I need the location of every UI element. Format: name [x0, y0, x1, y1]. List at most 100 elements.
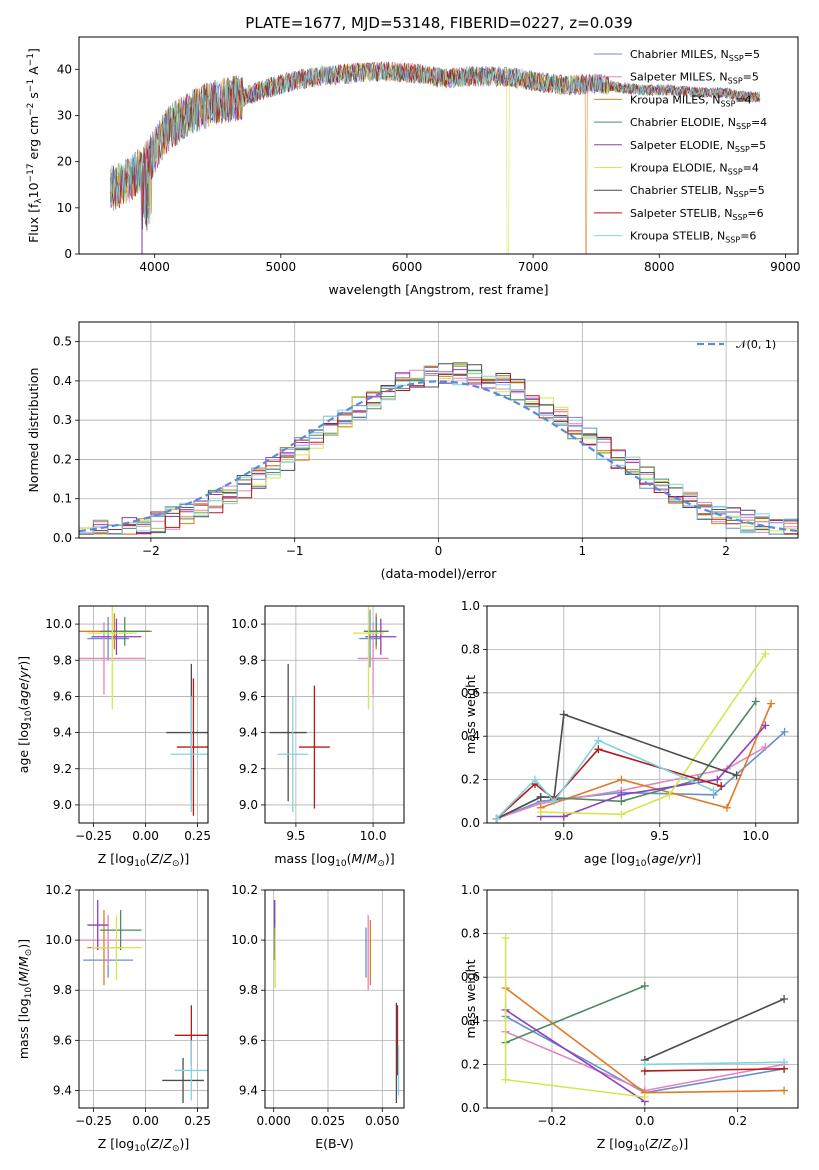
panel-age-weight: 9.0 9.5 10.0 0.0 0.2 0.4 0.6 0.8 1.0 age [log10(a…	[461, 599, 799, 869]
x-axis-label: E(B-V)	[315, 1136, 354, 1151]
y-tick-label: 0.4	[461, 729, 480, 743]
x-tick-label: 0.2	[728, 1114, 747, 1128]
y-tick-label: 0.5	[53, 335, 72, 349]
y-axis-label: mass weight	[463, 675, 478, 754]
weight-marker	[617, 810, 626, 819]
x-axis-label: Z [log10(Z/Z⊙)]	[98, 851, 190, 869]
y-tick-label: 9.0	[239, 798, 258, 812]
panel-mass-age: 9.5 10.0 9.0 9.2 9.4 9.6 9.8 10.0 mass [log10(M/…	[231, 605, 405, 869]
weight-marker	[594, 736, 603, 745]
weight-marker	[640, 1093, 649, 1102]
y-tick-label: 0.3	[53, 413, 72, 427]
y-tick-label: 30	[57, 108, 72, 122]
y-tick-label: 9.8	[53, 983, 72, 997]
x-tick-label: 5000	[266, 260, 297, 274]
y-axis-label: age [log10(age/yr)]	[16, 656, 34, 773]
panel-spectrum: 4000 5000 6000 7000 8000 9000 0 10 20 30 40 wavelen…	[26, 36, 801, 297]
x-tick-label: 7000	[518, 260, 549, 274]
x-axis-label: mass [log10(M/M⊙)]	[274, 851, 394, 869]
plot-area	[487, 606, 798, 823]
weight-marker	[732, 771, 741, 780]
normal-curve	[79, 380, 798, 533]
x-tick-label: 0	[435, 544, 443, 558]
y-tick-label: 9.8	[239, 653, 258, 667]
y-tick-label: 0.8	[461, 642, 480, 656]
plot-area	[265, 606, 404, 823]
weight-line-3	[505, 985, 646, 1044]
weight-marker	[640, 981, 649, 990]
y-tick-label: 10.0	[231, 617, 258, 631]
weight-marker	[761, 721, 770, 730]
x-tick-label: 9.5	[650, 829, 669, 843]
x-axis-label: (data-model)/error	[381, 566, 498, 581]
plot-area	[110, 61, 761, 254]
weight-line-5	[540, 653, 767, 816]
plot-area	[487, 890, 798, 1108]
y-tick-label: 10.2	[45, 883, 72, 897]
y-tick-label: 9.4	[239, 1083, 258, 1097]
axes-frame	[78, 321, 799, 539]
x-tick-label: 6000	[392, 260, 423, 274]
weight-marker	[780, 727, 789, 736]
plot-area	[79, 606, 208, 823]
panel-residuals: −2 −1 0 1 2 0.0 0.1 0.2 0.3 0.4 0.5 𝒩(0, 1) (data-mo…	[26, 321, 799, 581]
x-tick-label: 1	[578, 544, 586, 558]
weight-marker	[722, 803, 731, 812]
x-axis-label: wavelength [Angstrom, rest frame]	[328, 282, 548, 297]
y-axis-label: mass [log10(M/M⊙)]	[16, 939, 34, 1059]
x-tick-label: −1	[286, 544, 304, 558]
axes-frame	[486, 605, 799, 824]
y-tick-label: 0.2	[461, 1057, 480, 1071]
y-tick-label: 20	[57, 155, 72, 169]
x-tick-label: 9.0	[554, 829, 573, 843]
y-tick-label: 0.4	[461, 1014, 480, 1028]
y-axis-label: Normed distribution	[26, 368, 41, 493]
weight-marker	[780, 1058, 789, 1067]
y-tick-label: 10	[57, 201, 72, 215]
legend-entry: Salpeter MILES, NSSP=5	[630, 71, 759, 86]
y-tick-label: 0.0	[461, 1101, 480, 1115]
y-tick-label: 40	[57, 62, 72, 76]
x-tick-label: −0.25	[75, 1114, 112, 1128]
weight-marker	[713, 775, 722, 784]
plot-area	[79, 890, 208, 1108]
y-tick-label: 9.4	[53, 726, 72, 740]
y-tick-label: 0.6	[461, 686, 480, 700]
weight-marker	[751, 697, 760, 706]
y-tick-label: 0.1	[53, 492, 72, 506]
x-tick-label: 0.25	[184, 1114, 211, 1128]
plot-layer: 4000 5000 6000 7000 8000 9000010203040wavelen…	[16, 36, 801, 1154]
y-tick-label: 9.4	[239, 726, 258, 740]
legend-entry: 𝒩(0, 1)	[736, 338, 776, 351]
legend-entry: Chabrier STELIB, NSSP=5	[630, 184, 765, 199]
x-tick-label: 9000	[770, 260, 801, 274]
weight-marker	[761, 649, 770, 658]
y-tick-label: 9.6	[239, 689, 258, 703]
x-tick-label: 8000	[644, 260, 675, 274]
panel-z-age: −0.25 0.00 0.25 9.0 9.2 9.4 9.6 9.8 10.0 Z [log10…	[16, 605, 211, 869]
y-tick-label: 9.0	[53, 798, 72, 812]
y-tick-label: 10.0	[45, 617, 72, 631]
weight-line-6	[496, 713, 737, 820]
weight-marker	[501, 1075, 510, 1084]
x-tick-label: 2	[722, 544, 730, 558]
y-axis-label: mass weight	[463, 959, 478, 1038]
x-tick-label: 10.0	[742, 829, 769, 843]
axes-frame	[264, 605, 405, 824]
y-tick-label: 0.6	[461, 970, 480, 984]
weight-marker	[617, 775, 626, 784]
weight-marker	[640, 1060, 649, 1069]
weight-line-8	[644, 1061, 785, 1066]
y-tick-label: 9.8	[53, 653, 72, 667]
x-axis-label: Z [log10(Z/Z⊙)]	[98, 1136, 190, 1154]
weight-marker	[761, 743, 770, 752]
panel-z-weight: −0.2 0.0 0.2 0.0 0.2 0.4 0.6 0.8 1.0 Z [log10(Z/Z…	[461, 883, 799, 1154]
spectrum-line-8	[110, 61, 761, 225]
y-tick-label: 10.0	[231, 933, 258, 947]
weight-marker	[780, 995, 789, 1003]
weight-marker	[559, 710, 568, 719]
weight-line-6	[644, 998, 785, 1061]
weight-line-5	[504, 938, 645, 1098]
weight-marker	[530, 775, 539, 784]
